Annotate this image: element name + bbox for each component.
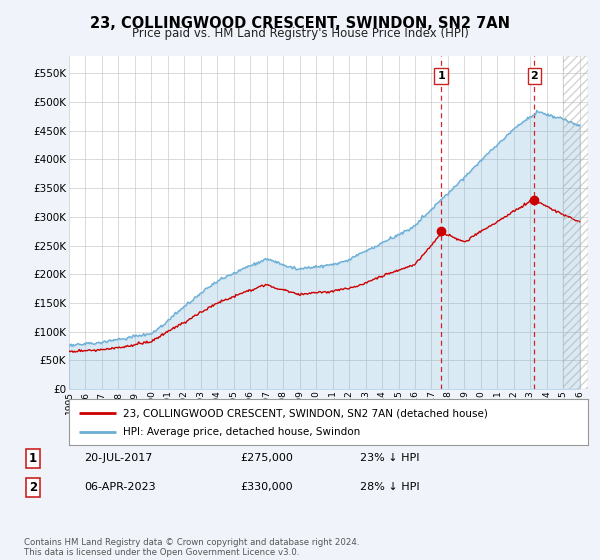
- Text: 23% ↓ HPI: 23% ↓ HPI: [360, 453, 419, 463]
- Text: 1: 1: [437, 71, 445, 81]
- Text: Contains HM Land Registry data © Crown copyright and database right 2024.
This d: Contains HM Land Registry data © Crown c…: [24, 538, 359, 557]
- Text: 20-JUL-2017: 20-JUL-2017: [84, 453, 152, 463]
- Text: 23, COLLINGWOOD CRESCENT, SWINDON, SN2 7AN: 23, COLLINGWOOD CRESCENT, SWINDON, SN2 7…: [90, 16, 510, 31]
- Text: £275,000: £275,000: [240, 453, 293, 463]
- Text: 2: 2: [29, 480, 37, 494]
- Text: 1: 1: [29, 451, 37, 465]
- Text: HPI: Average price, detached house, Swindon: HPI: Average price, detached house, Swin…: [124, 427, 361, 437]
- Text: 28% ↓ HPI: 28% ↓ HPI: [360, 482, 419, 492]
- Text: 23, COLLINGWOOD CRESCENT, SWINDON, SN2 7AN (detached house): 23, COLLINGWOOD CRESCENT, SWINDON, SN2 7…: [124, 408, 488, 418]
- Text: Price paid vs. HM Land Registry's House Price Index (HPI): Price paid vs. HM Land Registry's House …: [131, 27, 469, 40]
- Text: £330,000: £330,000: [240, 482, 293, 492]
- Text: 2: 2: [530, 71, 538, 81]
- Text: 06-APR-2023: 06-APR-2023: [84, 482, 155, 492]
